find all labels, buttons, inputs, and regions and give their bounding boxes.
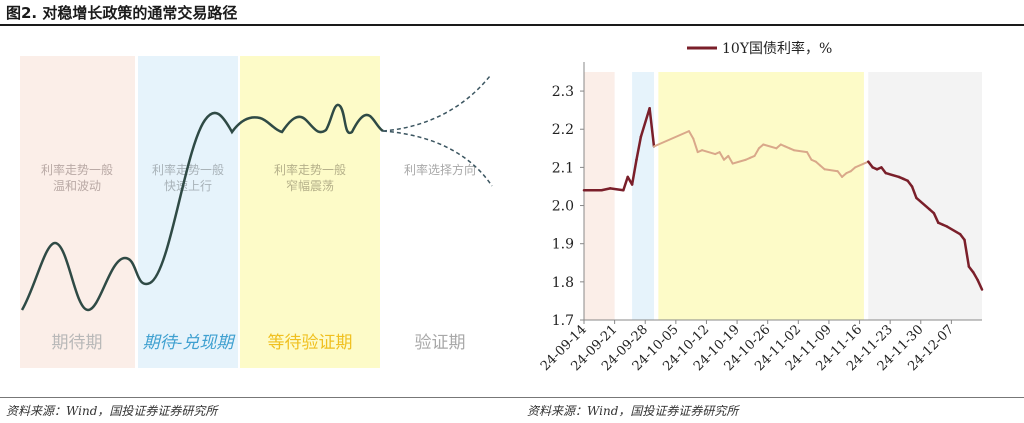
legend: 10Y国债利率，% [687, 40, 832, 57]
series-segment [910, 185, 918, 200]
phase-desc-1b: 温和波动 [53, 179, 101, 193]
series-segment [753, 147, 760, 157]
y-tick-label: 2.2 [552, 122, 574, 138]
series-segment [701, 149, 717, 156]
series-segment [718, 151, 725, 161]
series-segment [945, 225, 962, 236]
series-segment [976, 278, 984, 291]
series-segment [915, 196, 931, 211]
chart-bands [584, 72, 982, 320]
x-axis: 24-09-1424-09-2124-09-2824-10-0524-10-12… [538, 319, 982, 374]
series-segment [600, 187, 612, 192]
series-segment [635, 135, 643, 162]
y-tick-label: 1.8 [552, 275, 574, 291]
phase-label-4: 验证期 [415, 333, 466, 353]
series-segment [932, 211, 940, 224]
y-tick-label: 2.1 [552, 160, 574, 176]
series-segment [630, 158, 638, 186]
chart-band-1 [584, 72, 615, 320]
figure-title: 图2. 对稳增长政策的通常交易路径 [6, 4, 238, 22]
series-segment [657, 130, 690, 146]
series-segment [692, 137, 699, 154]
title-rule [0, 24, 1024, 26]
source-note-left: 资料来源：Wind，国投证券证券研究所 [6, 404, 218, 418]
phase-band-4 [383, 56, 501, 368]
series-segment [884, 171, 901, 179]
bond-yield-chart: 1.7 1.8 1.9 2.0 2.1 2.2 2.3 24-09-14 24-09-21 24… [512, 28, 1024, 398]
phase-desc-3a: 利率走势一般 [274, 162, 346, 177]
bottom-rule [0, 397, 1024, 398]
series-segment [836, 170, 844, 178]
phase-band-1 [20, 56, 135, 368]
phase-label-2: 期待-兑现期 [143, 333, 237, 353]
series-segment [687, 130, 695, 140]
series-line [582, 106, 984, 291]
series-segment [792, 149, 809, 154]
series-segment [608, 187, 625, 192]
chart-band-2 [632, 72, 654, 320]
y-tick-label: 2.0 [552, 199, 574, 215]
rate-path-up-dashed [382, 75, 491, 132]
legend-label: 10Y国债利率，% [722, 40, 832, 57]
phase-band-2 [138, 56, 238, 368]
series-segment [727, 154, 734, 165]
series-segment [622, 175, 629, 192]
rate-path-curve [20, 103, 384, 312]
phase-desc-3b: 窄幅震荡 [286, 178, 334, 193]
phase-desc-4a: 利率选择方向 [404, 162, 476, 177]
chart-band-4 [868, 72, 982, 320]
series-segment [963, 238, 971, 268]
y-axis: 1.7 1.8 1.9 2.0 2.1 2.2 2.3 [552, 62, 585, 329]
series-segment [806, 151, 813, 161]
phase-desc-2b: 快速上行 [164, 179, 212, 193]
series-segment [854, 160, 870, 169]
series-segment [731, 158, 747, 165]
y-tick-label: 1.9 [552, 237, 574, 253]
series-segment [762, 143, 778, 150]
source-note-right: 资料来源：Wind，国投证券证券研究所 [527, 404, 739, 418]
series-segment [639, 106, 651, 139]
phase-band-3 [240, 56, 380, 368]
phase-desc-1a: 利率走势一般 [41, 162, 113, 177]
series-segment [972, 271, 979, 282]
phase-diagram: 利率走势一般 温和波动 利率走势一般 快速上行 利率走势一般 窄幅震荡 利率选择… [0, 28, 512, 398]
y-tick-label: 2.3 [552, 84, 574, 100]
series-segment [823, 168, 839, 173]
phase-label-1: 期待期 [52, 333, 103, 353]
y-tick-label: 1.7 [552, 313, 574, 329]
phase-label-3: 等待验证期 [268, 333, 353, 353]
series-segment [648, 106, 656, 148]
chart-band-3 [658, 72, 864, 320]
